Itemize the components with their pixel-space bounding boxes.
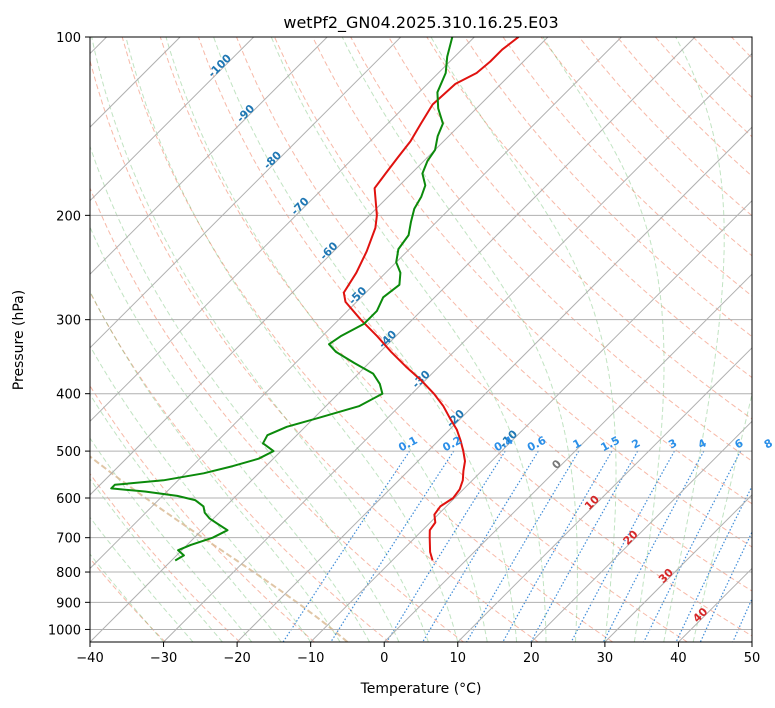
x-tick-label: −20 [223,651,250,666]
isotherm-grid-line [90,37,402,349]
moist-adiabat-line [90,225,370,642]
moist-adiabat-line [542,37,665,642]
mixing-ratio-line [530,450,639,642]
mixing-ratio-line [282,450,411,642]
y-tick-label: 700 [56,532,81,547]
y-tick-label: 300 [56,314,81,329]
x-tick-label: 50 [744,651,761,666]
dry-adiabat-line [312,37,752,505]
dry-adiabat-line [236,37,752,592]
dry-adiabat-line [350,37,752,462]
moist-adiabat-line [90,393,282,642]
chart-title: wetPf2_GN04.2025.310.16.25.E03 [283,13,558,33]
mixing-ratio-line [699,530,752,642]
y-tick-label: 1000 [48,623,81,638]
x-axis-label: Temperature (°C) [360,681,482,697]
y-tick-label: 600 [56,492,81,507]
moist-adiabat-line [213,37,518,642]
moist-adiabat-line [90,290,341,642]
y-tick-label: 900 [56,596,81,611]
moist-adiabat-line [90,144,400,642]
x-tick-label: −10 [297,651,324,666]
dry-adiabat-line [90,58,539,642]
dry-adiabat-line [426,37,752,379]
y-tick-label: 200 [56,209,81,224]
dry-adiabat-line [90,186,464,642]
isotherm-grid-line [383,273,752,642]
y-tick-label: 100 [56,31,81,46]
dry-adiabat-line [274,37,752,548]
x-tick-label: 30 [597,651,614,666]
dry-adiabat-line [90,384,315,642]
isotherm-grid-line [90,37,696,642]
dry-adiabat-line [159,37,688,642]
dry-adiabat-line [197,37,752,637]
dry-adiabats [90,37,752,642]
mixing-ratio-line [675,485,752,642]
mixing-ratio-line [602,450,705,642]
dry-adiabat-line [90,557,166,642]
moist-adiabat-line [341,37,578,642]
mixing-ratio-line [502,450,613,642]
mixing-ratio-line [386,450,506,642]
dewpoint-profile-line [110,37,454,562]
dry-adiabat-line [121,37,613,642]
moist-adiabat-line [91,37,429,642]
y-tick-label: 800 [56,566,81,581]
sounding-profiles [110,37,520,562]
isotherm-grid-line [90,37,622,570]
dry-adiabat-line [90,291,390,642]
isotherm-grid-line [457,347,752,642]
isotherm-grid-line [530,420,752,642]
dry-adiabat-line [502,37,752,297]
x-tick-label: 10 [450,651,467,666]
dry-adiabat-line [90,472,241,642]
isotherm-grid-line [236,126,752,642]
moist-adiabat-line [663,37,725,642]
isotherm-grid-line [90,37,328,275]
y-axis-label: Pressure (hPa) [11,290,27,390]
reference-adiabat-line [90,455,349,642]
isotherm-grid-line [310,199,752,642]
moist-adiabat-line [430,37,617,642]
isotherm-grid-line [90,37,475,423]
x-tick-label: −40 [76,651,103,666]
y-axis: 100 200 300 400 500 600 700 800 900 1000 [48,31,90,638]
isotherm-grid-line [163,52,752,642]
grid-lines [90,37,752,642]
y-tick-label: 400 [56,388,81,403]
isotherm-grid-line [90,37,255,202]
x-tick-label: 20 [523,651,540,666]
x-tick-label: 0 [380,651,388,666]
x-tick-label: 40 [670,651,687,666]
moist-adiabat-line [165,37,488,642]
moist-adiabat-line [90,478,223,642]
moist-adiabats [90,37,752,642]
isotherm-grid-line [90,37,549,496]
mixing-ratio-line [330,450,455,642]
moist-adiabat-line [270,37,547,642]
moist-adiabat-line [692,392,752,642]
isotherm-grid-line [604,494,752,642]
temperature-profile-line [342,37,520,561]
x-axis: −40 −30 −20 −10 0 10 20 30 40 50 [76,642,760,666]
y-tick-label: 500 [56,445,81,460]
x-tick-label: −30 [150,651,177,666]
moist-adiabat-line [90,437,253,642]
mixing-ratio-line [570,450,675,642]
plot-frame [89,36,753,643]
